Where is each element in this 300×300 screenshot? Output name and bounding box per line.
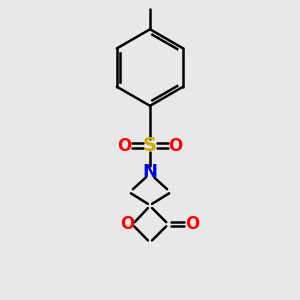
Text: N: N <box>142 163 158 181</box>
Text: O: O <box>118 136 132 154</box>
Text: S: S <box>143 136 157 155</box>
Text: O: O <box>120 215 134 233</box>
Text: O: O <box>168 136 182 154</box>
Text: O: O <box>185 215 199 233</box>
